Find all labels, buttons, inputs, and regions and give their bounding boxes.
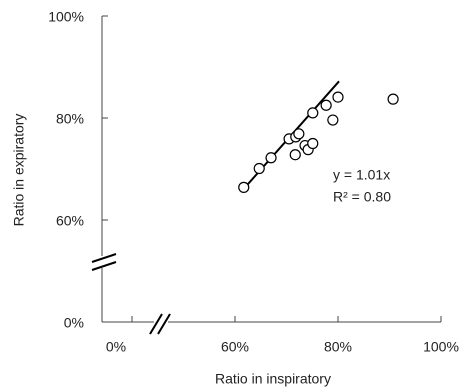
point	[265, 152, 277, 164]
point	[327, 114, 339, 126]
annotation: y = 1.01x	[333, 167, 390, 183]
point	[307, 137, 319, 150]
x-axis-break	[149, 312, 171, 335]
point	[307, 107, 319, 119]
point	[289, 149, 301, 161]
y-tick-label: 80%	[56, 111, 84, 127]
x-tick-label: 80%	[324, 339, 352, 355]
point	[320, 99, 332, 111]
y-tick-label: 100%	[48, 9, 84, 25]
y-axis-title: Ratio in expiratory	[11, 114, 27, 227]
point	[332, 91, 344, 103]
point	[387, 93, 399, 105]
x-tick-label: 0%	[106, 339, 126, 355]
point	[293, 128, 305, 140]
x-tick-label: 60%	[221, 339, 249, 355]
y-axis-break	[91, 253, 117, 271]
point	[238, 181, 250, 193]
y-tick-label: 60%	[56, 213, 84, 229]
annotation: R² = 0.80	[333, 189, 391, 205]
y-tick-label: 0%	[64, 315, 84, 331]
x-tick-label: 100%	[423, 339, 459, 355]
point	[253, 162, 265, 175]
x-axis-title: Ratio in inspiratory	[215, 371, 331, 387]
